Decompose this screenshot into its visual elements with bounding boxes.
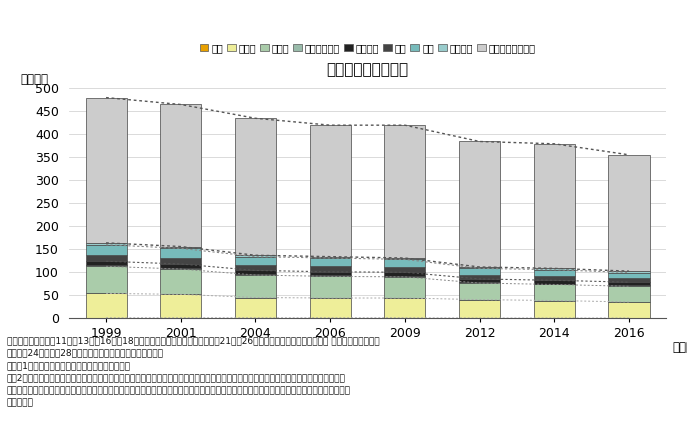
Bar bbox=[534, 144, 575, 268]
Bar bbox=[85, 98, 126, 243]
Bar bbox=[534, 270, 575, 276]
Bar bbox=[534, 285, 575, 301]
Bar bbox=[85, 266, 126, 293]
Bar bbox=[609, 273, 650, 278]
Bar bbox=[85, 255, 126, 261]
Bar bbox=[160, 247, 201, 248]
Text: 資料：総務省「平成11年、13年、16年、18年事業所・企業統計調査」、「平成21年、26年経済センサス－基礎調査」、 総務省・経済産業省
　「平成24年、平成: 資料：総務省「平成11年、13年、16年、18年事業所・企業統計調査」、「平成2… bbox=[7, 336, 379, 408]
Bar bbox=[310, 125, 351, 257]
Bar bbox=[384, 277, 425, 298]
Bar bbox=[609, 271, 650, 273]
Bar bbox=[310, 257, 351, 258]
Title: 業種別企業数の推移: 業種別企業数の推移 bbox=[326, 62, 409, 77]
Bar bbox=[85, 243, 126, 245]
Bar bbox=[609, 155, 650, 271]
Bar bbox=[459, 279, 500, 282]
Bar bbox=[534, 283, 575, 285]
Bar bbox=[459, 283, 500, 300]
Bar bbox=[235, 118, 276, 255]
Bar bbox=[85, 265, 126, 266]
Bar bbox=[310, 275, 351, 276]
Legend: 鉱業, 建設業, 製造業, 電気ガス水熱, 運輸通信, 卸売, 小売, 金融保険, その他サービス等: 鉱業, 建設業, 製造業, 電気ガス水熱, 運輸通信, 卸売, 小売, 金融保険… bbox=[200, 43, 535, 53]
Bar bbox=[235, 275, 276, 297]
Bar bbox=[459, 282, 500, 283]
Bar bbox=[85, 261, 126, 265]
Bar bbox=[609, 278, 650, 282]
Bar bbox=[534, 276, 575, 280]
Bar bbox=[310, 272, 351, 275]
Bar bbox=[235, 265, 276, 271]
Bar bbox=[160, 264, 201, 268]
Bar bbox=[459, 267, 500, 268]
Bar bbox=[459, 275, 500, 279]
Bar bbox=[310, 258, 351, 266]
Bar bbox=[459, 300, 500, 318]
Bar bbox=[310, 266, 351, 272]
Bar bbox=[384, 272, 425, 276]
Bar bbox=[459, 268, 500, 275]
Bar bbox=[160, 248, 201, 258]
Bar bbox=[85, 245, 126, 255]
Bar bbox=[235, 255, 276, 257]
Bar bbox=[235, 271, 276, 274]
Bar bbox=[609, 302, 650, 318]
Bar bbox=[160, 294, 201, 318]
Bar bbox=[310, 298, 351, 318]
Bar bbox=[384, 259, 425, 267]
Bar bbox=[459, 141, 500, 267]
Text: （万者）: （万者） bbox=[21, 73, 49, 86]
Bar bbox=[160, 104, 201, 247]
Bar bbox=[235, 257, 276, 265]
Bar bbox=[534, 301, 575, 318]
Bar bbox=[384, 298, 425, 318]
Bar bbox=[235, 297, 276, 318]
Bar bbox=[609, 286, 650, 302]
Bar bbox=[534, 268, 575, 270]
Bar bbox=[235, 274, 276, 275]
Text: （年）: （年） bbox=[673, 341, 687, 354]
Bar bbox=[85, 293, 126, 318]
Bar bbox=[160, 269, 201, 294]
Bar bbox=[160, 268, 201, 269]
Bar bbox=[384, 267, 425, 272]
Bar bbox=[384, 276, 425, 277]
Bar bbox=[384, 258, 425, 259]
Bar bbox=[609, 282, 650, 286]
Bar bbox=[160, 258, 201, 264]
Bar bbox=[384, 125, 425, 258]
Bar bbox=[534, 280, 575, 283]
Bar bbox=[310, 276, 351, 298]
